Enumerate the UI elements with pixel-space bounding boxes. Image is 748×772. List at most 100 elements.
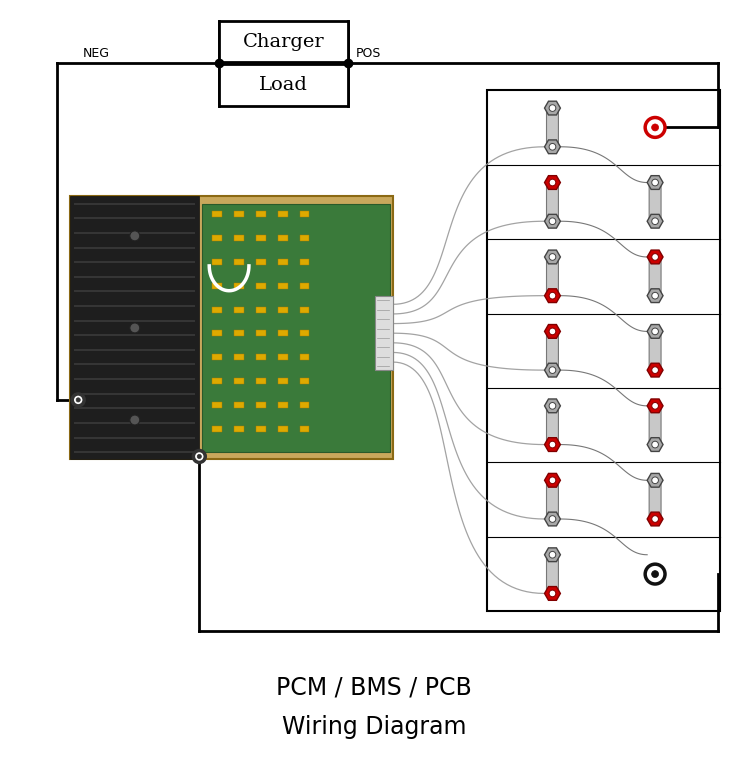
Bar	[234, 235, 244, 241]
Polygon shape	[647, 512, 663, 526]
FancyBboxPatch shape	[547, 181, 559, 222]
Circle shape	[130, 323, 140, 333]
Bar	[299, 235, 310, 241]
Polygon shape	[545, 101, 560, 115]
Polygon shape	[647, 364, 663, 377]
Bar	[212, 402, 222, 408]
Polygon shape	[545, 324, 560, 338]
Bar	[299, 283, 310, 289]
Polygon shape	[647, 289, 663, 303]
Bar	[278, 425, 288, 432]
Bar	[70, 196, 393, 459]
Bar	[299, 259, 310, 265]
Circle shape	[646, 564, 665, 584]
Circle shape	[549, 442, 556, 448]
Bar	[212, 378, 222, 384]
Bar	[219, 21, 348, 63]
Polygon shape	[647, 215, 663, 228]
Bar	[278, 212, 288, 217]
Circle shape	[652, 516, 658, 523]
Circle shape	[549, 328, 556, 335]
Polygon shape	[545, 140, 560, 154]
FancyBboxPatch shape	[547, 479, 559, 520]
Polygon shape	[647, 438, 663, 452]
Polygon shape	[545, 548, 560, 561]
Circle shape	[652, 367, 658, 374]
Polygon shape	[545, 587, 560, 601]
Bar	[212, 283, 222, 289]
Circle shape	[549, 402, 556, 409]
Bar	[299, 330, 310, 337]
Bar	[234, 378, 244, 384]
Polygon shape	[545, 512, 560, 526]
Bar	[256, 283, 266, 289]
Bar	[278, 378, 288, 384]
FancyBboxPatch shape	[547, 256, 559, 297]
Circle shape	[549, 293, 556, 299]
FancyBboxPatch shape	[649, 405, 661, 446]
Circle shape	[652, 477, 658, 483]
Polygon shape	[647, 324, 663, 338]
FancyBboxPatch shape	[649, 330, 661, 371]
Circle shape	[549, 254, 556, 260]
Circle shape	[193, 451, 205, 462]
Circle shape	[549, 144, 556, 150]
Polygon shape	[545, 250, 560, 264]
Bar	[234, 259, 244, 265]
Bar	[70, 196, 199, 459]
Circle shape	[652, 124, 658, 131]
Bar	[299, 354, 310, 361]
Circle shape	[197, 455, 201, 459]
Bar	[234, 283, 244, 289]
FancyBboxPatch shape	[649, 479, 661, 520]
Circle shape	[76, 398, 80, 402]
Bar	[299, 425, 310, 432]
Bar	[234, 212, 244, 217]
Bar	[219, 64, 348, 106]
Polygon shape	[545, 473, 560, 487]
Circle shape	[652, 571, 658, 577]
Bar	[278, 306, 288, 313]
Polygon shape	[545, 215, 560, 228]
Bar	[256, 425, 266, 432]
Bar	[299, 402, 310, 408]
Circle shape	[652, 442, 658, 448]
Bar	[212, 354, 222, 361]
FancyBboxPatch shape	[547, 554, 559, 595]
Polygon shape	[545, 176, 560, 189]
Bar	[299, 378, 310, 384]
Circle shape	[652, 293, 658, 299]
Bar	[278, 283, 288, 289]
FancyBboxPatch shape	[649, 181, 661, 222]
Bar	[212, 212, 222, 217]
Circle shape	[549, 179, 556, 186]
Bar	[234, 402, 244, 408]
Bar	[256, 330, 266, 337]
Bar	[234, 425, 244, 432]
Text: PCM / BMS / PCB: PCM / BMS / PCB	[276, 676, 472, 699]
Bar	[256, 402, 266, 408]
FancyBboxPatch shape	[547, 405, 559, 446]
FancyBboxPatch shape	[649, 256, 661, 297]
Bar	[278, 259, 288, 265]
Bar	[234, 306, 244, 313]
Polygon shape	[545, 289, 560, 303]
Bar	[487, 90, 720, 611]
Circle shape	[652, 402, 658, 409]
Bar	[278, 354, 288, 361]
Bar	[256, 354, 266, 361]
Bar	[299, 306, 310, 313]
Text: NEG: NEG	[83, 47, 110, 60]
Bar	[212, 306, 222, 313]
Text: Charger: Charger	[243, 32, 325, 51]
Bar	[256, 212, 266, 217]
FancyBboxPatch shape	[547, 330, 559, 371]
Circle shape	[549, 367, 556, 374]
Bar	[212, 259, 222, 265]
Polygon shape	[647, 250, 663, 264]
FancyBboxPatch shape	[547, 107, 559, 148]
Text: Wiring Diagram: Wiring Diagram	[282, 716, 466, 740]
Polygon shape	[647, 399, 663, 413]
Bar	[256, 306, 266, 313]
Polygon shape	[545, 438, 560, 452]
